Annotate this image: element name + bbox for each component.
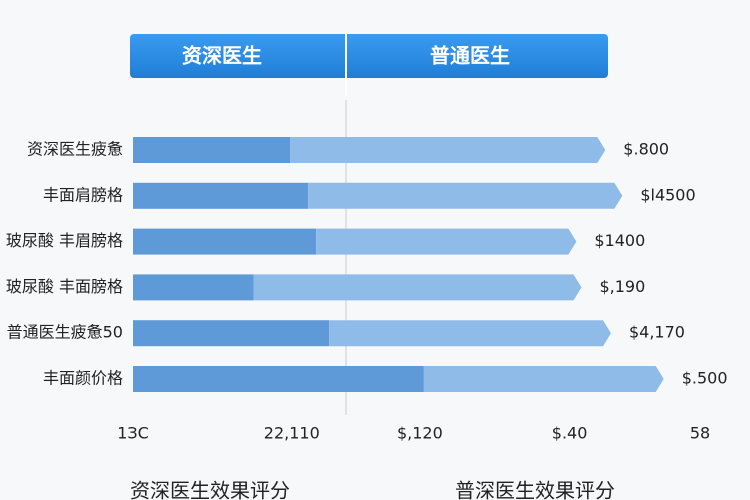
bar-segment xyxy=(290,137,606,163)
bar-segment xyxy=(133,228,317,255)
bar-segment xyxy=(133,320,330,347)
x-axis-label: 资深医生效果评分 xyxy=(130,479,290,500)
x-tick-label: 22,110 xyxy=(264,424,320,443)
x-axis-label: 普深医生效果评分 xyxy=(455,479,615,500)
bar-segment xyxy=(133,274,254,301)
y-tick-label: 丰面肩膀格 xyxy=(43,185,123,204)
bar-segment xyxy=(308,182,623,209)
y-tick-label: 玻尿酸 丰面膀格 xyxy=(6,277,123,296)
legend-entry: 资深医生 xyxy=(182,44,262,68)
x-tick-label: 58 xyxy=(690,424,710,443)
bar-segment xyxy=(423,366,664,392)
header-tabs xyxy=(130,34,608,78)
y-tick-label: 普通医生疲惫50 xyxy=(7,323,123,342)
bar-segment xyxy=(253,274,582,301)
bar-end-label: $1400 xyxy=(594,231,645,250)
x-tick-label: 1ЗC xyxy=(117,424,149,443)
y-tick-label: 玻尿酸 丰眉膀格 xyxy=(6,231,123,250)
x-tick-label: $.40 xyxy=(552,424,588,443)
bar-end-label: $.800 xyxy=(623,140,669,159)
x-tick-label: $,120 xyxy=(397,424,443,443)
bar-segment xyxy=(133,182,309,209)
bar-end-label: $.500 xyxy=(682,369,728,388)
bar-segment xyxy=(316,228,577,255)
bar-segment xyxy=(133,366,424,392)
bar-segment xyxy=(329,320,611,347)
bar-segment xyxy=(133,137,291,163)
bar-end-label: $4,170 xyxy=(629,323,685,342)
bar-end-label: $l4500 xyxy=(640,185,695,204)
bar-end-label: $,190 xyxy=(599,277,645,296)
y-tick-label: 丰面颜价格 xyxy=(43,369,123,388)
y-tick-label: 资深医生疲惫 xyxy=(27,140,123,159)
legend-entry: 普通医生 xyxy=(430,44,510,68)
